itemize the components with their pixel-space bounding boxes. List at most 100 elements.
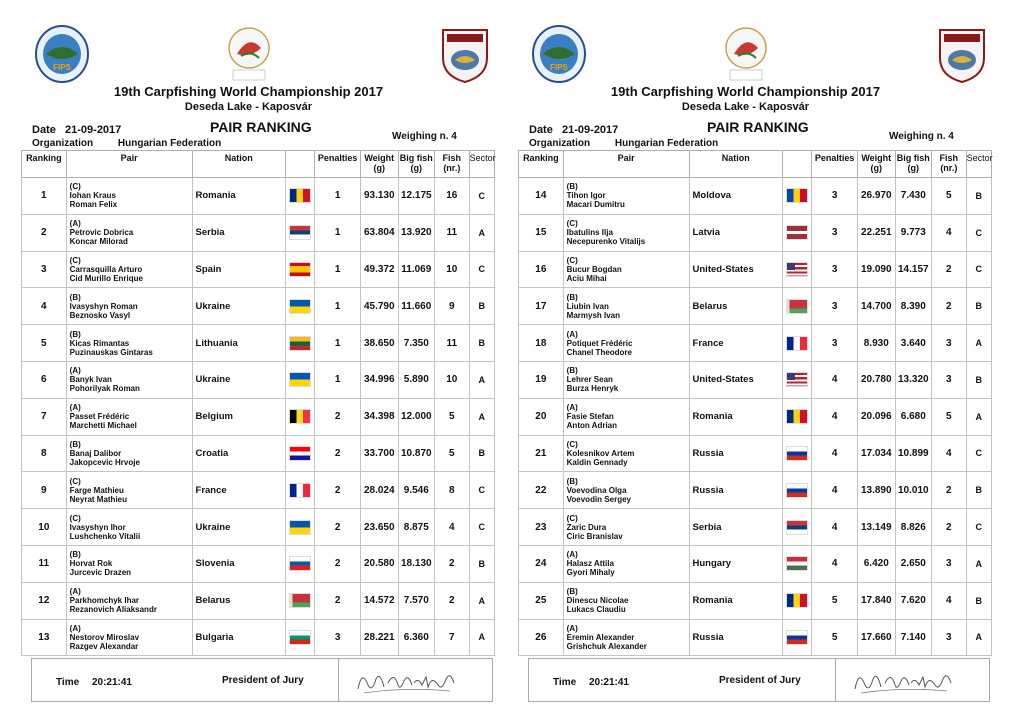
pair-cell: (A) Parkhomchyk Ihar Rezanovich Aliaksandr [65, 581, 193, 620]
date-line: Date 21-09-2017 [529, 124, 618, 136]
weight-cell: 6.420 [856, 544, 896, 583]
sector-cell: A [965, 618, 993, 657]
pair-cell: (C) Iohan Kraus Roman Felix [65, 177, 193, 215]
bigfish-cell: 12.175 [397, 177, 436, 215]
bigfish-cell: 2.650 [894, 544, 933, 583]
flag-cell [781, 250, 813, 289]
bigfish-cell: 7.570 [397, 581, 436, 620]
pair-angler-1: Liubin Ivan [566, 301, 609, 311]
flag-bg-icon [289, 629, 312, 645]
rank-cell: 20 [518, 397, 564, 436]
fips-logo: FIPS [34, 24, 90, 84]
pair-sector-letter: (A) [69, 403, 81, 413]
table-header: Ranking Pair Nation Penalties Weight (g) … [21, 150, 496, 178]
rank-cell: 9 [21, 471, 67, 510]
bigfish-cell: 5.890 [397, 360, 436, 399]
nation-cell: France [191, 471, 286, 510]
bigfish-cell: 11.069 [397, 250, 436, 289]
nation-cell: Bulgaria [191, 618, 286, 657]
organization-label: Organization [32, 138, 94, 149]
pair-sector-letter: (B) [69, 329, 81, 339]
weight-cell: 28.221 [359, 618, 399, 657]
mohosz-logo [934, 24, 990, 84]
time-line: Time 20:21:41 [56, 677, 132, 688]
nation-cell: United-States [688, 360, 783, 399]
flag-ua-icon [289, 519, 312, 535]
jury-signature [354, 663, 462, 699]
pair-angler-1: Banyk Ivan [69, 375, 112, 385]
rank-cell: 5 [21, 324, 67, 362]
bigfish-cell: 14.157 [894, 250, 933, 289]
bigfish-cell: 7.140 [894, 618, 933, 657]
fish-count-cell: 3 [931, 544, 967, 583]
table-row: 3 (C) Carrasquilla Arturo Cid Murillo Enriq… [21, 250, 496, 289]
pair-angler-1: Halasz Attila [566, 559, 614, 569]
pair-angler-2: Macari Dumitru [566, 200, 625, 210]
championship-logo [221, 24, 277, 84]
flag-cell [781, 618, 813, 657]
pair-angler-1: Ibatulins Ilja [566, 228, 613, 238]
table-row: 5 (B) Kicas Rimantas Puzinauskas Gintaras Li… [21, 324, 496, 362]
penalties-cell: 3 [811, 177, 858, 215]
date-label: Date [32, 124, 56, 136]
nation-cell: Croatia [191, 434, 286, 473]
bigfish-cell: 7.620 [894, 581, 933, 620]
pair-angler-1: Parkhomchyk Ihar [69, 596, 140, 606]
flag-cell [284, 250, 316, 289]
pair-angler-1: Tihon Igor [566, 191, 606, 201]
pair-cell: (B) Dinescu Nicolae Lukacs Claudiu [562, 581, 690, 620]
pair-cell: (B) Tihon Igor Macari Dumitru [562, 177, 690, 215]
bigfish-cell: 9.546 [397, 471, 436, 510]
pair-cell: (B) Lehrer Sean Burza Henryk [562, 360, 690, 399]
pair-sector-letter: (A) [69, 219, 81, 229]
sector-cell: A [468, 618, 496, 657]
pair-angler-2: Voevodin Sergey [566, 494, 631, 504]
fish-count-cell: 4 [434, 508, 470, 546]
penalties-cell: 1 [314, 250, 361, 289]
mohosz-logo [437, 24, 493, 84]
flag-ua-icon [289, 372, 312, 388]
weight-cell: 8.930 [856, 324, 896, 362]
pair-sector-letter: (A) [69, 587, 81, 597]
rank-cell: 2 [21, 213, 67, 252]
nation-cell: Russia [688, 618, 783, 657]
weight-cell: 33.700 [359, 434, 399, 473]
flag-cell [781, 213, 813, 252]
flag-fr-icon [289, 482, 312, 498]
nation-cell: Russia [688, 471, 783, 510]
flag-fr-icon [786, 335, 809, 351]
nation-cell: Ukraine [191, 287, 286, 326]
pair-angler-1: Kicas Rimantas [69, 338, 130, 348]
nation-cell: Ukraine [191, 360, 286, 399]
flag-cell [284, 471, 316, 510]
bigfish-cell: 10.870 [397, 434, 436, 473]
table-row: 22 (B) Voevodina Olga Voevodin Sergey Russia… [518, 471, 993, 510]
flag-cell [284, 177, 316, 215]
footer-box: Time 20:21:41 President of Jury [528, 658, 990, 702]
pair-cell: (B) Banaj Dalibor Jakopcevic Hrvoje [65, 434, 193, 473]
fish-count-cell: 10 [434, 360, 470, 399]
col-weight: Weight (g) [359, 150, 399, 178]
flag-rs-icon [786, 519, 809, 535]
pair-cell: (C) Farge Mathieu Neyrat Mathieu [65, 471, 193, 510]
president-of-jury-label: President of Jury [719, 675, 801, 686]
weighing-number: Weighing n. 4 [392, 131, 457, 142]
pair-sector-letter: (C) [566, 439, 578, 449]
weight-cell: 17.660 [856, 618, 896, 657]
pair-sector-letter: (B) [566, 366, 578, 376]
fish-count-cell: 4 [931, 581, 967, 620]
date-line: Date 21-09-2017 [32, 124, 121, 136]
pair-sector-letter: (C) [69, 513, 81, 523]
weight-cell: 38.650 [359, 324, 399, 362]
rank-cell: 19 [518, 360, 564, 399]
flag-hr-icon [289, 445, 312, 461]
pair-cell: (A) Halasz Attila Gyori Mihaly [562, 544, 690, 583]
pair-angler-1: Ivasyshyn Roman [69, 301, 138, 311]
penalties-cell: 1 [314, 324, 361, 362]
weight-cell: 19.090 [856, 250, 896, 289]
table-row: 12 (A) Parkhomchyk Ihar Rezanovich Aliaksan… [21, 581, 496, 620]
table-row: 21 (C) Kolesnikov Artem Kaldin Gennady Russi… [518, 434, 993, 473]
flag-lt-icon [289, 335, 312, 351]
col-pair: Pair [562, 150, 690, 178]
pair-angler-1: Voevodina Olga [566, 485, 627, 495]
